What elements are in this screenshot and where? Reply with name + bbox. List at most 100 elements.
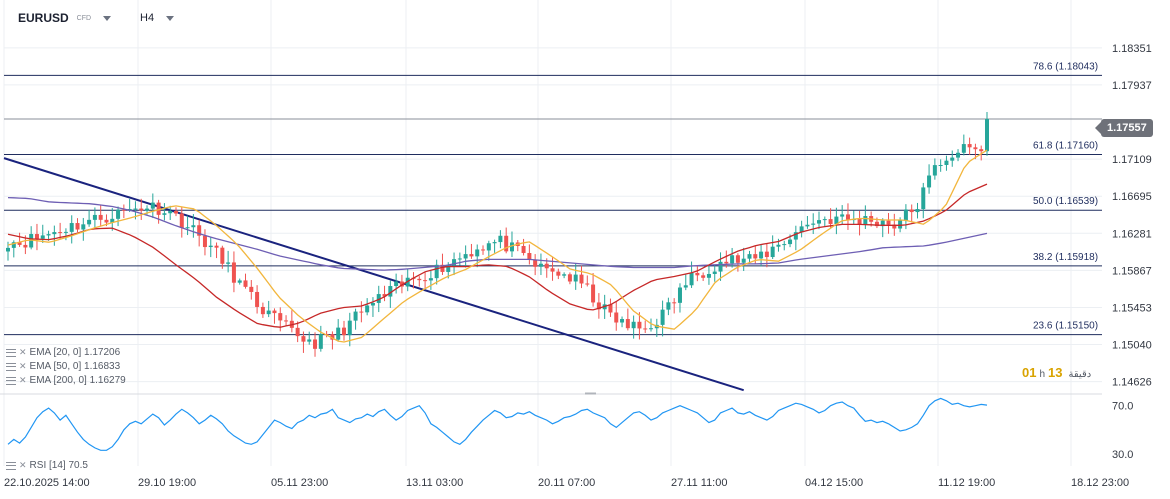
candle [811, 213, 816, 234]
candle [857, 210, 862, 236]
candle-body [961, 144, 966, 153]
close-icon[interactable]: ✕ [19, 460, 27, 470]
settings-icon[interactable] [6, 362, 16, 371]
candle-body [63, 231, 68, 233]
candle-countdown: 01 h 13 دقيقة [1022, 365, 1091, 380]
legend-ema200-label: EMA [200, 0] 1.16279 [29, 375, 126, 386]
candle [208, 237, 213, 258]
settings-icon[interactable] [6, 348, 16, 357]
candle-body [909, 209, 914, 213]
candle-body [486, 243, 491, 251]
candle [573, 263, 578, 290]
settings-icon[interactable] [6, 461, 16, 470]
candle-body [428, 278, 433, 281]
candle-body [677, 287, 682, 303]
candle-body [139, 208, 144, 211]
candle [683, 274, 688, 291]
legend-ema200[interactable]: ✕ EMA [200, 0] 1.16279 [6, 375, 126, 386]
countdown-hours: 01 [1022, 365, 1037, 380]
candle-body [492, 242, 497, 244]
candle-body [782, 244, 787, 246]
candle-body [573, 274, 578, 282]
legend-ema20[interactable]: ✕ EMA [20, 0] 1.17206 [6, 347, 120, 358]
candle-body [463, 254, 468, 259]
candle [255, 285, 260, 314]
candle-body [817, 220, 822, 224]
candle [121, 204, 126, 219]
candle-body [579, 274, 584, 284]
candle-body [985, 118, 989, 152]
candle-body [156, 202, 161, 215]
candle-body [365, 305, 370, 313]
candle-body [712, 271, 717, 274]
legend-rsi[interactable]: ✕ RSI [14] 70.5 [6, 460, 88, 471]
legend-ema50[interactable]: ✕ EMA [50, 0] 1.16833 [6, 361, 120, 372]
candle-body [452, 259, 457, 266]
candle [591, 273, 596, 307]
candle [840, 205, 845, 225]
close-icon[interactable]: ✕ [19, 375, 27, 385]
candle [318, 325, 323, 352]
candle [341, 320, 346, 341]
candle-body [272, 310, 277, 314]
candle-body [231, 262, 236, 283]
candle-body [179, 213, 184, 229]
candle-body [614, 312, 619, 323]
candle [504, 227, 509, 254]
candle-body [764, 251, 769, 258]
candle-body [544, 263, 549, 269]
candle [527, 244, 532, 265]
candle [695, 265, 700, 282]
candle [63, 228, 68, 241]
settings-icon[interactable] [6, 376, 16, 385]
candle-body [527, 253, 532, 260]
candle [979, 145, 984, 161]
candle-body [278, 313, 283, 321]
candle [173, 207, 178, 217]
candle [330, 331, 335, 350]
candle-body [903, 209, 908, 221]
candle-body [498, 235, 503, 243]
candle [950, 150, 955, 167]
candle-body [695, 272, 700, 276]
candle-body [788, 239, 793, 245]
x-tick-label: 22.10.2025 14:00 [4, 477, 90, 489]
candle-body [979, 149, 984, 152]
timeframe-selector[interactable]: H4 [140, 8, 175, 28]
candle-body [567, 274, 572, 282]
candle-body [759, 251, 764, 259]
candle-body [34, 234, 39, 239]
close-icon[interactable]: ✕ [19, 361, 27, 371]
candle [110, 208, 115, 231]
candle [579, 265, 584, 289]
candle [481, 245, 486, 255]
x-tick-label: 27.11 11:00 [671, 477, 727, 489]
candle [724, 250, 729, 268]
candle-body [950, 157, 955, 161]
y-tick-label: 1.14626 [1112, 377, 1152, 389]
candle [394, 273, 399, 294]
candle [782, 240, 787, 251]
candle-body [504, 235, 509, 252]
candle [365, 298, 370, 316]
candle-body [857, 219, 862, 225]
last-price-badge: 1.17557 [1095, 119, 1153, 137]
candle [313, 332, 318, 357]
candle-body [509, 242, 514, 252]
close-icon[interactable]: ✕ [19, 347, 27, 357]
candle [822, 216, 827, 227]
candle [382, 285, 387, 302]
candle-body [469, 254, 474, 257]
candle [92, 207, 97, 229]
symbol-selector[interactable]: EURUSD CFD [18, 8, 112, 28]
candle [75, 218, 80, 233]
candle-body [17, 242, 22, 245]
y-tick-label: 1.15867 [1112, 265, 1152, 277]
candle-body [208, 245, 213, 248]
candle [249, 280, 254, 300]
candle [243, 273, 248, 289]
candle-body [417, 278, 422, 281]
candle [666, 297, 671, 316]
candle-body [255, 291, 260, 307]
